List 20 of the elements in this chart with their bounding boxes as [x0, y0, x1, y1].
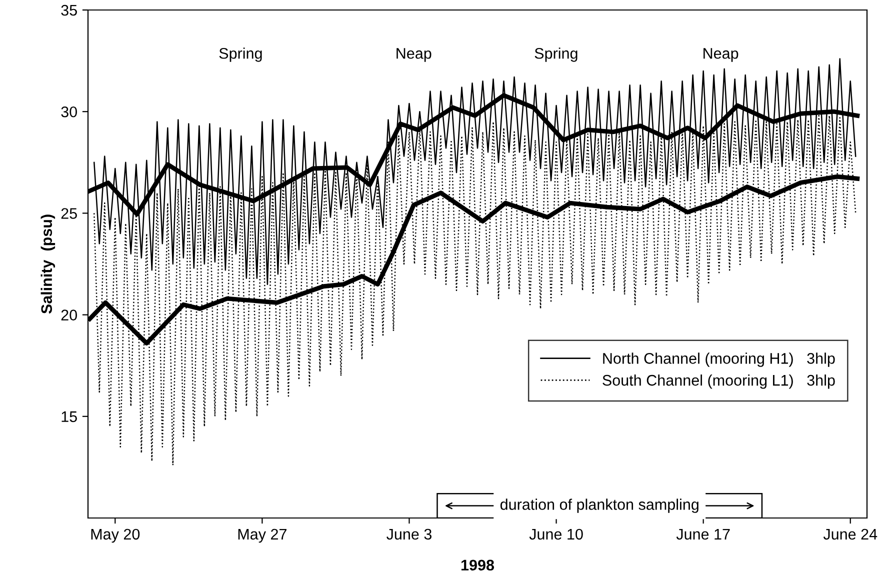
x-tick-label: June 10: [529, 528, 583, 540]
x-tick-label: May 20: [91, 528, 140, 543]
annotation: Spring: [534, 48, 578, 62]
y-tick-label: 30: [61, 106, 77, 118]
x-tick-label: June 24: [823, 528, 878, 540]
x-tick-label: June 17: [676, 528, 730, 540]
y-tick-label: 20: [61, 310, 77, 320]
band-label: duration of plankton sampling: [500, 498, 698, 513]
legend-label: North Channel (mooring H1) 3hlp: [603, 352, 835, 367]
legend-label: South Channel (mooring L1) 3hlp: [602, 374, 835, 389]
annotation: Neap: [396, 48, 432, 62]
x-tick-label: June 3: [386, 528, 432, 540]
y-tick-label: 25: [61, 208, 77, 219]
annotation: Neap: [704, 48, 738, 62]
y-tick-label: 35: [61, 4, 77, 16]
annotation: Spring: [219, 48, 262, 62]
y-axis-title: Salinity (psu): [40, 214, 56, 314]
x-tick-label: May 27: [238, 528, 286, 543]
y-tick-label: 15: [62, 411, 77, 422]
x-axis-title: 1998: [461, 560, 494, 571]
